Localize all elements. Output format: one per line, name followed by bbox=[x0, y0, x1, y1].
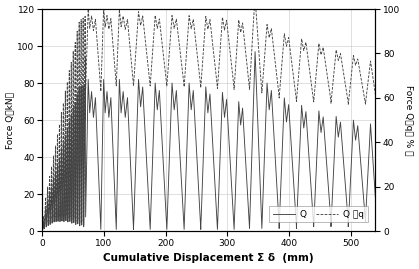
Q 山q bbox=[347, 87, 352, 91]
Q bbox=[253, 50, 258, 53]
Q 山q bbox=[53, 156, 58, 159]
Line: Q 山q: Q 山q bbox=[42, 9, 377, 231]
Q bbox=[53, 179, 58, 183]
Y-axis label: Force Q（kN）: Force Q（kN） bbox=[5, 92, 15, 149]
Q 山q bbox=[40, 230, 45, 233]
Q bbox=[347, 191, 352, 194]
Q bbox=[49, 209, 54, 212]
Q bbox=[60, 182, 65, 185]
Q bbox=[51, 186, 56, 190]
Line: Q: Q bbox=[42, 52, 377, 231]
Q bbox=[40, 230, 45, 233]
Y-axis label: Force Q山q（ % ）: Force Q山q（ % ） bbox=[404, 85, 414, 155]
Q 山q bbox=[51, 167, 56, 170]
Q 山q bbox=[49, 199, 54, 202]
Q bbox=[93, 112, 98, 115]
Q bbox=[374, 215, 379, 218]
Q 山q bbox=[94, 29, 99, 33]
X-axis label: Cumulative Displacement Σ δ  (mm): Cumulative Displacement Σ δ (mm) bbox=[103, 253, 314, 263]
Q 山q bbox=[60, 160, 65, 163]
Legend: Q, Q 山q: Q, Q 山q bbox=[269, 206, 367, 222]
Q 山q bbox=[374, 101, 379, 104]
Q 山q bbox=[85, 8, 91, 11]
